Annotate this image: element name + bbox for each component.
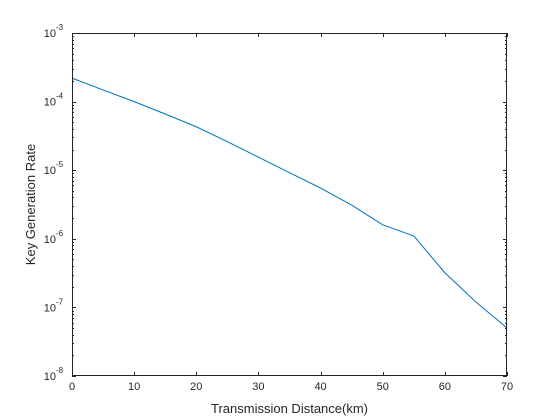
series-line-0 [71, 77, 508, 329]
y-axis-title: Key Generation Rate [23, 144, 38, 265]
y-tick-label-base: 10 [44, 371, 56, 383]
y-tick-label-exponent: -6 [56, 229, 64, 238]
y-tick-label-base: 10 [44, 28, 56, 40]
x-tick-label: 40 [314, 381, 326, 393]
y-tick-label: 10 [44, 165, 56, 177]
x-tick-label: 10 [128, 381, 140, 393]
y-tick-label-exponent: -3 [56, 23, 64, 32]
y-tick-label: 10 [44, 302, 56, 314]
y-tick-label-exponent: -4 [56, 92, 64, 101]
x-tick-label: 0 [69, 381, 75, 393]
y-tick-label-base: 10 [44, 97, 56, 109]
y-tick-label-exponent: -7 [56, 297, 64, 306]
x-tick-label: 50 [377, 381, 389, 393]
y-tick-label: 10 [44, 234, 56, 246]
x-tick-label: 20 [190, 381, 202, 393]
x-tick-label: 60 [439, 381, 451, 393]
y-tick-label-exponent: -5 [56, 160, 64, 169]
x-tick-label: 70 [501, 381, 513, 393]
y-tick-label-exponent: -8 [56, 366, 64, 375]
y-tick-label-base: 10 [44, 165, 56, 177]
y-tick-label-base: 10 [44, 234, 56, 246]
axes-box [72, 33, 507, 376]
y-tick-label: 10 [44, 28, 56, 40]
y-tick-label: 10 [44, 371, 56, 383]
y-tick-label: 10 [44, 97, 56, 109]
y-tick-label-base: 10 [44, 302, 56, 314]
plot-area [72, 33, 507, 376]
x-axis-title: Transmission Distance(km) [211, 401, 368, 416]
x-tick-label: 30 [252, 381, 264, 393]
